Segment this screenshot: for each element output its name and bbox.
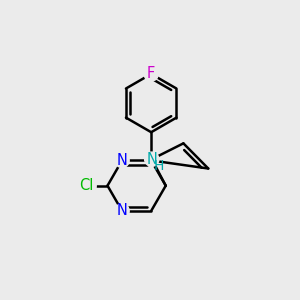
Circle shape <box>145 152 159 166</box>
Text: Cl: Cl <box>80 178 94 193</box>
Text: F: F <box>147 66 155 81</box>
Text: N: N <box>117 153 128 168</box>
Circle shape <box>144 67 158 81</box>
Text: N: N <box>117 203 128 218</box>
Circle shape <box>77 176 96 195</box>
Circle shape <box>115 153 129 168</box>
Circle shape <box>115 204 129 218</box>
Text: H: H <box>154 159 164 173</box>
Text: N: N <box>146 152 157 167</box>
